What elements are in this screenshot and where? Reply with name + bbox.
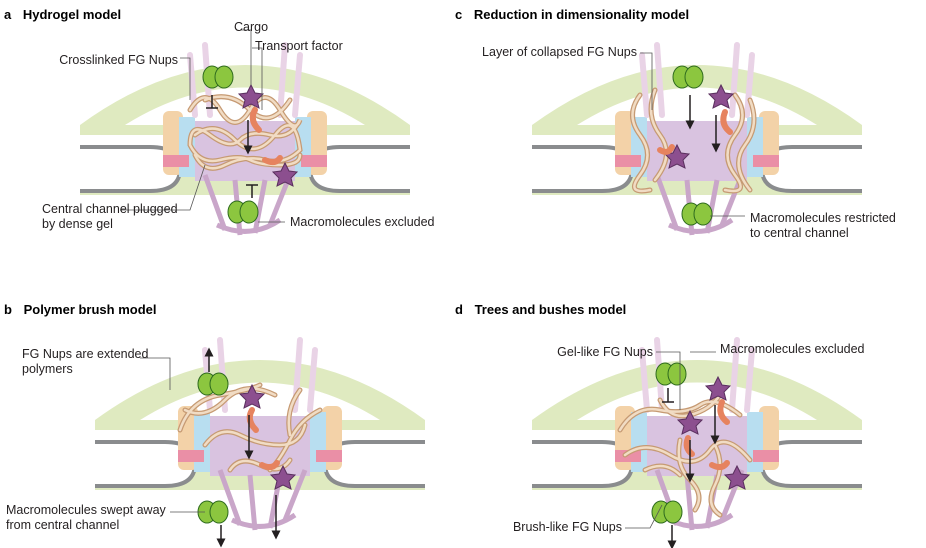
- panel-a-fg-gel-inner: [188, 95, 302, 170]
- panel-b-letter: b: [4, 302, 12, 317]
- panel-c: c Reduction in dimensionality model Laye…: [455, 7, 896, 240]
- label-transport-factor: Transport factor: [255, 39, 343, 53]
- label-macromolecules-restricted: Macromolecules restricted: [750, 211, 896, 225]
- label-polymers: polymers: [22, 362, 73, 376]
- label-crosslinked-fg-nups: Crosslinked FG Nups: [59, 53, 178, 67]
- label-gel-like-fg-nups: Gel-like FG Nups: [557, 345, 653, 359]
- panel-b-pore: [95, 340, 425, 530]
- panel-d-block: [662, 388, 674, 403]
- panel-a-letter: a: [4, 7, 12, 22]
- panel-c-letter: c: [455, 7, 462, 22]
- panel-c-title: c Reduction in dimensionality model: [455, 7, 689, 22]
- panel-b-title: b Polymer brush model: [4, 302, 157, 317]
- label-macromolecules-excluded-d: Macromolecules excluded: [720, 342, 865, 356]
- panel-d-cargo-top-icon: [655, 362, 687, 386]
- label-central-channel-plugged: Central channel plugged: [42, 202, 178, 216]
- panel-a: a Hydrogel model Cargo Transport f: [4, 7, 435, 235]
- label-from-central-channel: from central channel: [6, 518, 119, 532]
- label-by-dense-gel: by dense gel: [42, 217, 113, 231]
- panel-d-letter: d: [455, 302, 463, 317]
- label-brush-like-fg-nups: Brush-like FG Nups: [513, 520, 622, 534]
- panel-c-cargo-top-icon: [672, 65, 704, 89]
- panel-a-title: a Hydrogel model: [4, 7, 121, 22]
- panel-a-cargo-top-icon: [202, 65, 234, 89]
- panel-d-cargo-bottom-icon: [651, 500, 683, 524]
- panel-a-block-top: [206, 95, 218, 109]
- panel-a-name: Hydrogel model: [23, 7, 121, 22]
- panel-a-adaptor: [249, 107, 262, 133]
- panel-d: d Trees and bushes model: [455, 302, 865, 548]
- panel-d-name: Trees and bushes model: [475, 302, 627, 317]
- panel-c-cargo-bottom-icon: [681, 202, 713, 226]
- panel-d-title: d Trees and bushes model: [455, 302, 626, 317]
- label-cargo: Cargo: [234, 20, 268, 34]
- label-to-central-channel: to central channel: [750, 226, 849, 240]
- panel-b-name: Polymer brush model: [24, 302, 157, 317]
- panel-a-block-bottom: [246, 184, 258, 198]
- label-macromolecules-swept: Macromolecules swept away: [6, 503, 167, 517]
- label-macromolecules-excluded-a: Macromolecules excluded: [290, 215, 435, 229]
- label-layer-collapsed-fg-nups: Layer of collapsed FG Nups: [482, 45, 637, 59]
- label-fg-nups-extended: FG Nups are extended: [22, 347, 149, 361]
- panel-a-adaptor-2: [262, 155, 283, 166]
- panel-c-name: Reduction in dimensionality model: [474, 7, 689, 22]
- panel-a-cargo-bottom-icon: [227, 200, 259, 224]
- panel-b-cargo-top-icon: [197, 372, 229, 396]
- panel-b: b Polymer brush model: [4, 302, 425, 548]
